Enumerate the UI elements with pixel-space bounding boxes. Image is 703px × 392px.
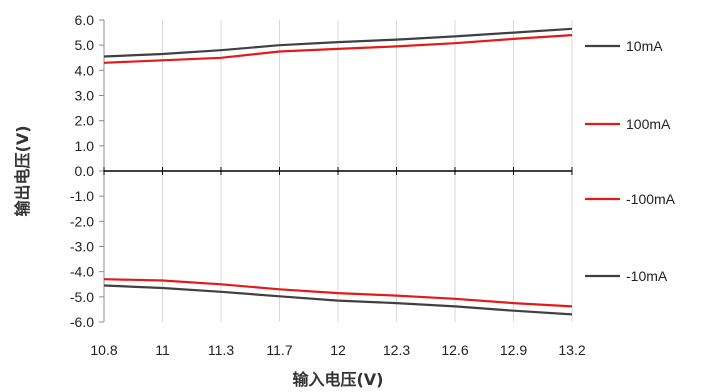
legend-item: -10mA [585,268,668,284]
y-tick-label: 5.0 [75,37,95,53]
legend: 10mA 100mA -100mA -10mA [585,38,676,284]
y-tick-label: 3.0 [75,88,95,104]
x-tick-label: 12.3 [383,342,410,358]
series-line-100mA [103,34,573,64]
series-line--10mA [103,284,573,316]
x-tick-label: 12.6 [441,342,468,358]
y-tick-label: 2.0 [75,113,95,129]
x-tick-label: 11.7 [266,342,292,358]
axes [99,19,573,323]
legend-item: -100mA [585,191,676,207]
x-tick-label: 12 [330,342,346,358]
legend-label: -10mA [626,268,668,284]
y-tick-label: -1.0 [70,188,94,204]
y-tick-label: -3.0 [70,239,94,255]
legend-item: 100mA [585,116,671,132]
y-tick-label: -4.0 [70,264,94,280]
y-tick-label: 0.0 [75,163,95,179]
y-tick-label: 1.0 [75,138,95,154]
y-tick-label: 6.0 [75,12,95,28]
x-tick-label: 12.9 [500,342,527,358]
x-tick-label: 11 [155,342,170,358]
x-tick-label: 10.8 [90,342,117,358]
series-line-10mA [103,27,573,58]
legend-item: 10mA [585,38,663,54]
x-tick-label: 13.2 [558,342,585,358]
x-axis-title: 输入电压(V) [292,370,383,389]
y-tick-label: -2.0 [70,213,94,229]
y-tick-label: -6.0 [70,314,94,330]
series-lines [103,27,573,316]
x-tick-label: 11.3 [208,342,234,358]
legend-label: -100mA [626,191,676,207]
legend-label: 10mA [626,38,663,54]
y-tick-label: -5.0 [70,289,94,305]
y-axis-title: 输出电压(V) [13,125,32,216]
legend-label: 100mA [626,116,671,132]
y-tick-label: 4.0 [75,62,95,78]
tick-labels: 6.0 5.0 4.0 3.0 2.0 1.0 0.0 -1.0 -2.0 -3.0 -4.0 -5.… [70,12,586,358]
series-line--100mA [103,278,573,308]
